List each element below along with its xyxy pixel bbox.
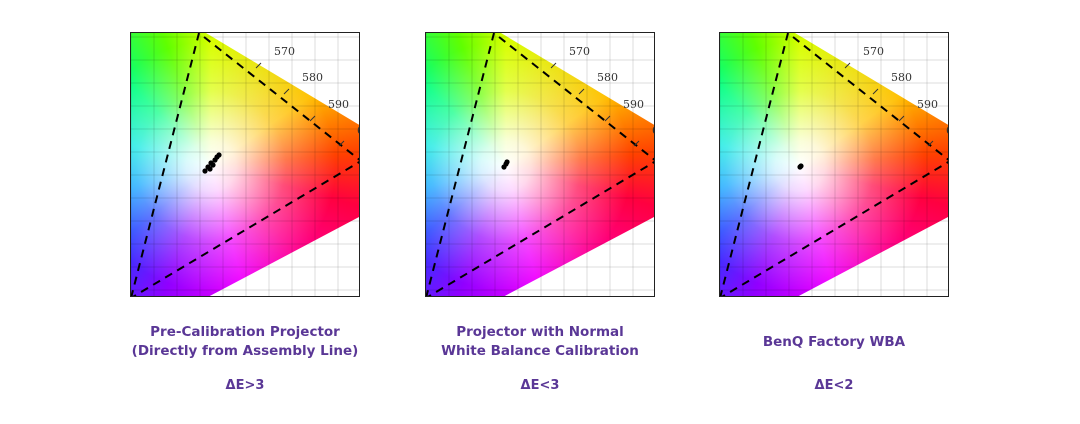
locus-tick <box>898 115 905 122</box>
wavelength-label: 6 <box>652 124 655 137</box>
locus-tick <box>578 88 585 95</box>
delta-e-label: ΔE<2 <box>814 378 854 393</box>
chromaticity-panel: 570 580 590 6 <box>130 32 360 297</box>
locus-tick <box>255 62 262 69</box>
locus-tick <box>604 115 611 122</box>
caption-line: BenQ Factory WBA <box>762 334 906 350</box>
locus-tick <box>309 115 316 122</box>
locus-tick <box>338 140 345 147</box>
chromaticity-panel: 570 580 590 6 <box>425 32 655 297</box>
measurement-dot <box>207 166 213 172</box>
locus-tick <box>927 140 934 147</box>
measurement-dot <box>501 164 507 170</box>
caption: Projector with Normal White Balance Calib… <box>390 323 690 361</box>
measurement-dot <box>210 162 216 168</box>
wavelength-label: 6 <box>357 124 360 137</box>
wavelength-label: 580 <box>302 71 323 84</box>
measurement-dot <box>504 159 510 165</box>
wavelength-label: 570 <box>863 45 884 58</box>
locus-tick <box>550 62 557 69</box>
wavelength-label: 590 <box>328 98 349 111</box>
delta-e-label: ΔE>3 <box>225 378 265 393</box>
locus-tick <box>633 140 640 147</box>
wavelength-label: 580 <box>597 71 618 84</box>
diagram-overlay: 570 580 590 6 <box>720 33 949 296</box>
wavelength-label: 570 <box>569 45 590 58</box>
measurement-dot <box>797 164 803 170</box>
diagram-overlay: 570 580 590 6 <box>426 33 655 296</box>
caption-line: White Balance Calibration <box>441 343 639 359</box>
wavelength-label: 590 <box>917 98 938 111</box>
wavelength-label: 580 <box>891 71 912 84</box>
caption-line: Pre-Calibration Projector <box>150 324 340 340</box>
caption: BenQ Factory WBA <box>684 333 984 352</box>
measurement-dot <box>216 152 222 158</box>
caption: Pre-Calibration Projector (Directly from … <box>95 323 395 361</box>
wavelength-label: 570 <box>274 45 295 58</box>
locus-tick <box>283 88 290 95</box>
wavelength-label: 6 <box>946 124 949 137</box>
measurement-dot <box>202 168 208 174</box>
locus-tick <box>872 88 879 95</box>
wavelength-label: 590 <box>623 98 644 111</box>
delta-e-label: ΔE<3 <box>520 378 560 393</box>
locus-tick <box>844 62 851 69</box>
chromaticity-panel: 570 580 590 6 <box>719 32 949 297</box>
caption-line: Projector with Normal <box>456 324 624 340</box>
caption-line: (Directly from Assembly Line) <box>131 343 359 359</box>
diagram-overlay: 570 580 590 6 <box>131 33 360 296</box>
